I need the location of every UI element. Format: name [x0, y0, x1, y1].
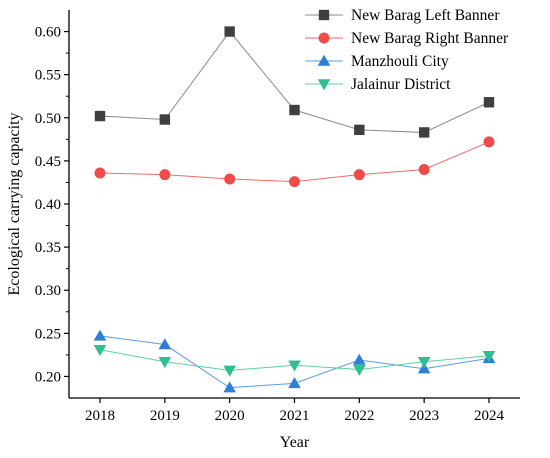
data-point [353, 353, 366, 365]
legend-marker [318, 32, 330, 44]
x-tick-label: 2022 [344, 408, 374, 424]
data-point [159, 169, 171, 181]
data-point [93, 344, 107, 357]
data-point [289, 176, 300, 188]
series-group [93, 26, 496, 393]
legend-marker [317, 54, 331, 66]
data-point [223, 365, 236, 377]
y-tick-label: 0.40 [35, 197, 61, 213]
legend-item: New Barag Left Banner [305, 7, 500, 24]
data-point [94, 110, 106, 122]
data-point [353, 364, 366, 376]
data-point [482, 351, 496, 363]
series-1 [94, 26, 495, 138]
data-point [158, 338, 172, 350]
data-point [94, 167, 106, 179]
y-tick-label: 0.55 [35, 68, 61, 84]
legend-label: Jalainur District [351, 76, 451, 93]
data-point [289, 104, 300, 116]
data-point [417, 357, 431, 369]
y-tick-label: 0.25 [35, 326, 61, 342]
data-point [354, 124, 365, 136]
series-3 [93, 329, 496, 393]
legend-marker [318, 9, 330, 21]
legend-label: New Barag Left Banner [351, 7, 500, 24]
legend-label: Manzhouli City [351, 53, 449, 70]
data-point [224, 26, 235, 37]
y-tick-label: 0.60 [35, 25, 61, 41]
data-point [483, 97, 495, 108]
legend-marker [317, 79, 331, 91]
x-tick-label: 2020 [215, 408, 245, 424]
data-point [159, 114, 171, 125]
series-4 [93, 344, 496, 377]
x-tick-label: 2024 [474, 408, 505, 424]
data-point [483, 136, 495, 148]
x-tick-label: 2019 [150, 408, 180, 424]
axes: 0.20 0.25 0.30 0.35 0.40 0.45 0.50 0.55 0.60 2018… [35, 10, 520, 424]
data-point [288, 377, 301, 389]
x-tick-label: 2023 [409, 408, 439, 424]
data-point [158, 357, 172, 369]
y-tick-label: 0.35 [35, 240, 61, 256]
x-tick-label: 2018 [85, 408, 115, 424]
legend: New Barag Left Banner New Barag Right Ban… [305, 7, 509, 93]
data-point [223, 381, 236, 393]
legend-item: New Barag Right Banner [305, 30, 509, 47]
x-axis-title: Year [280, 434, 310, 451]
series-2 [94, 136, 495, 188]
x-tick-label: 2021 [280, 408, 310, 424]
data-point [418, 127, 430, 138]
series-line [99, 141, 490, 183]
data-point [353, 169, 365, 181]
y-tick-label: 0.20 [35, 369, 61, 385]
legend-label: New Barag Right Banner [351, 30, 509, 47]
y-axis-title: Ecological carrying capacity [6, 112, 23, 295]
data-point [288, 360, 301, 372]
legend-item: Manzhouli City [305, 53, 449, 70]
data-point [418, 164, 430, 176]
legend-item: Jalainur District [305, 76, 451, 93]
y-tick-label: 0.45 [35, 154, 61, 170]
data-point [224, 173, 236, 185]
y-tick-label: 0.30 [35, 283, 61, 299]
data-point [93, 329, 107, 341]
y-tick-label: 0.50 [35, 111, 61, 127]
